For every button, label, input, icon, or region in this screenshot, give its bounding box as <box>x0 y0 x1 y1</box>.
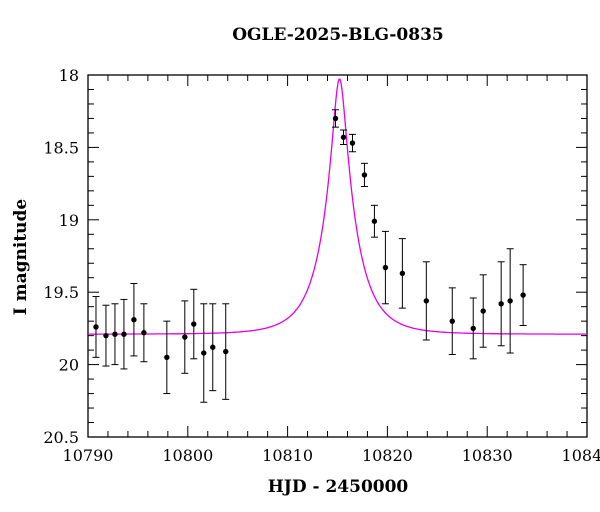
data-point <box>371 218 378 224</box>
data-point <box>131 317 137 323</box>
data-point <box>449 318 455 324</box>
x-tick-label: 10800 <box>162 446 213 465</box>
y-tick-label: 20.5 <box>43 428 79 447</box>
y-tick-label: 18.5 <box>43 138 79 157</box>
data-point <box>470 325 476 332</box>
data-point <box>191 321 197 327</box>
data-point <box>361 172 368 178</box>
data-point <box>201 350 207 356</box>
model-curve <box>88 78 587 335</box>
x-tick-label: 10790 <box>63 446 114 465</box>
data-point <box>340 134 347 140</box>
data-point <box>210 344 216 350</box>
x-tick-label: 10820 <box>362 446 413 465</box>
plot-area: 10790 10800 10810 10820 10830 10840 18 18.5 19 19… <box>43 66 600 465</box>
data-point <box>382 264 389 271</box>
data-point <box>349 140 356 146</box>
x-axis-label: HJD - 2450000 <box>268 477 409 497</box>
data-point <box>93 324 99 330</box>
data-point <box>520 292 526 298</box>
y-tick-label: 19.5 <box>43 283 79 302</box>
data-point <box>112 331 118 337</box>
data-point <box>480 308 486 314</box>
data-point <box>507 298 513 304</box>
data-point <box>182 334 188 340</box>
data-point <box>103 332 109 339</box>
chart-title: OGLE-2025-BLG-0835 <box>232 25 444 45</box>
x-tick-label: 10810 <box>262 446 313 465</box>
x-tick-label: 10830 <box>462 446 513 465</box>
y-axis-label: I magnitude <box>11 199 31 316</box>
data-point <box>399 270 406 277</box>
y-tick-label: 20 <box>59 356 79 375</box>
x-tick-label: 10840 <box>562 446 600 465</box>
data-point <box>423 298 430 304</box>
data-point <box>121 331 127 337</box>
data-point <box>498 301 504 307</box>
data-point <box>164 354 170 361</box>
y-tick-label: 19 <box>59 211 79 230</box>
plot-frame <box>87 74 588 438</box>
data-point <box>332 115 339 122</box>
data-point <box>223 348 229 355</box>
y-tick-label: 18 <box>59 66 79 85</box>
data-point <box>141 330 147 336</box>
